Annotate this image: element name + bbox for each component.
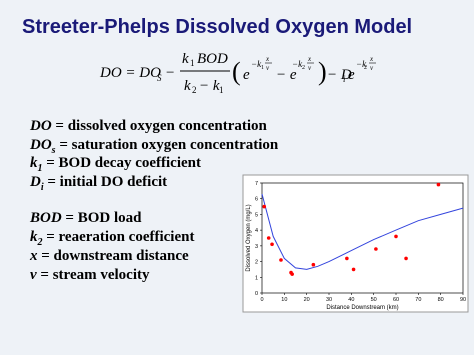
equation-part: 1 — [219, 85, 224, 95]
equation-part: 2 — [192, 85, 197, 95]
x-tick-label: 70 — [415, 297, 421, 303]
equation-part: 1 — [190, 58, 195, 68]
definition: DOs = saturation oxygen concentration — [29, 137, 279, 156]
y-tick-label: 5 — [255, 212, 258, 218]
equation-part: − k — [199, 78, 220, 94]
equation-part: v — [308, 64, 312, 72]
definition-term: x — [29, 248, 38, 264]
definition-term: DO — [29, 118, 52, 134]
data-point — [351, 267, 356, 272]
data-point — [436, 182, 441, 187]
definition-text: = reaeration coefficient — [43, 229, 195, 245]
x-tick-label: 90 — [460, 297, 466, 303]
equation-part: e — [243, 67, 250, 83]
title: Streeter-Phelps Dissolved Oxygen Model — [22, 16, 412, 38]
x-tick-label: 30 — [326, 297, 332, 303]
fit-curve — [261, 193, 464, 270]
definition: k2 = reaeration coefficient — [30, 229, 194, 248]
equation-part: k — [182, 51, 189, 67]
definition-term: D — [29, 174, 41, 190]
data-point — [290, 272, 294, 276]
x-tick-label: 60 — [393, 297, 399, 303]
definition-text: = initial DO deficit — [44, 174, 168, 190]
definition-subscript: 1 — [38, 163, 43, 174]
x-tick-label: 80 — [438, 297, 444, 303]
x-tick-label: 20 — [304, 297, 310, 303]
definition-term: BOD — [29, 210, 62, 226]
definition-text: = saturation oxygen concentration — [56, 137, 279, 153]
definition-text: = downstream distance — [38, 248, 190, 264]
definition: x = downstream distance — [29, 248, 189, 264]
definition-text: = dissolved oxygen concentration — [52, 118, 268, 134]
y-tick-label: 6 — [255, 197, 258, 203]
data-point — [262, 204, 267, 209]
definition-subscript: i — [41, 182, 44, 193]
equation-part: 2 — [302, 65, 305, 71]
equation-part: ) — [318, 57, 327, 86]
y-tick-label: 3 — [255, 244, 258, 250]
x-tick-label: 40 — [348, 297, 354, 303]
definition-subscript: 2 — [37, 237, 43, 248]
equation-part: v — [370, 64, 374, 72]
definition-text: = BOD load — [62, 210, 142, 226]
equation-part: v — [266, 64, 270, 72]
equation-part: 1 — [261, 65, 264, 71]
chart-frame — [242, 174, 469, 313]
equation-part: 2 — [364, 65, 367, 71]
equation-part: −k — [356, 59, 367, 69]
equation-part: BOD — [197, 51, 228, 67]
definition: DO = dissolved oxygen concentration — [29, 118, 268, 134]
equation-part: e — [348, 67, 355, 83]
data-point — [279, 258, 283, 262]
definition-term: DO — [29, 137, 52, 153]
equation-part: −k — [292, 59, 303, 69]
equation-part: ( — [232, 57, 241, 86]
data-point — [266, 236, 271, 240]
equation-part: x — [265, 55, 270, 63]
data-point — [345, 256, 349, 261]
equation-part: x — [369, 55, 374, 63]
x-tick-label: 10 — [281, 297, 287, 303]
equation-part: − — [166, 65, 174, 81]
data-point — [394, 234, 398, 239]
x-tick-label: 0 — [260, 297, 263, 303]
equation-part: S — [157, 73, 162, 83]
y-tick-label: 4 — [255, 228, 258, 234]
definition: v = stream velocity — [30, 267, 150, 283]
plot-area — [261, 182, 464, 294]
equation-part: k — [184, 78, 191, 94]
definition: Di = initial DO deficit — [29, 174, 167, 193]
equation-part: DO = DO — [99, 65, 161, 81]
definition-term: k — [30, 229, 38, 245]
y-axis-label: Dissolved Oxygen (mg/L) — [246, 204, 252, 271]
y-tick-label: 1 — [255, 275, 258, 281]
data-point — [374, 247, 378, 251]
data-point — [404, 256, 408, 261]
definition-text: = stream velocity — [37, 267, 150, 283]
equation-part: x — [307, 55, 312, 63]
x-axis-label: Distance Downstream (km) — [326, 305, 398, 311]
y-tick-label: 0 — [255, 291, 258, 297]
definition: BOD = BOD load — [29, 210, 142, 226]
definition-text: = BOD decay coefficient — [43, 155, 202, 171]
definition-subscript: s — [51, 145, 56, 156]
definition: k1 = BOD decay coefficient — [30, 155, 201, 174]
y-tick-label: 2 — [255, 260, 258, 266]
definition-term: v — [30, 267, 37, 283]
equation-part: − e — [276, 67, 297, 83]
data-point — [311, 262, 316, 267]
equation-part: − D — [327, 67, 352, 83]
x-tick-label: 50 — [371, 297, 377, 303]
definition-term: k — [30, 155, 38, 171]
equation-part: −k — [251, 59, 262, 69]
y-tick-label: 7 — [255, 181, 258, 187]
equation-part: i — [343, 74, 346, 84]
data-point — [270, 242, 274, 247]
